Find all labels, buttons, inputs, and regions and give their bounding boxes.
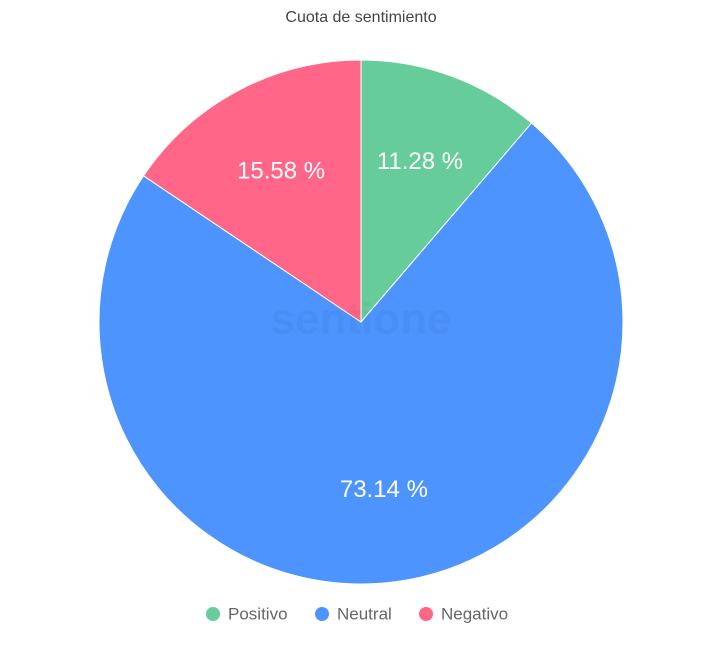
watermark: sentione: [271, 295, 452, 344]
pie-slice: [360, 59, 533, 324]
chart-title: Cuota de sentimiento: [285, 9, 436, 26]
pie-slice: [142, 59, 362, 323]
pie-slice: [98, 122, 624, 585]
legend-marker: [206, 607, 220, 621]
legend-label: Negativo: [441, 604, 508, 623]
data-label: 73.14 %: [340, 476, 428, 503]
data-label: 15.58 %: [237, 157, 325, 184]
legend-label: Positivo: [228, 604, 288, 623]
data-label: 11.28 %: [377, 148, 463, 175]
legend-label: Neutral: [337, 604, 392, 623]
legend-marker: [419, 607, 433, 621]
legend-marker: [315, 607, 329, 621]
